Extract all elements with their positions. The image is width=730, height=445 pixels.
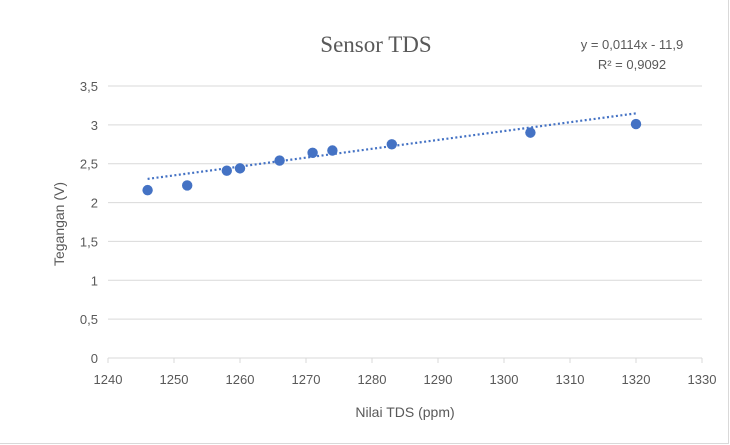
data-point	[182, 180, 193, 191]
x-tick-label: 1260	[226, 372, 255, 387]
x-tick-label: 1270	[292, 372, 321, 387]
y-tick-label: 2	[91, 196, 98, 211]
y-tick-label: 1,5	[80, 234, 98, 249]
x-tick-label: 1240	[94, 372, 123, 387]
x-tick-label: 1290	[424, 372, 453, 387]
x-tick-label: 1300	[490, 372, 519, 387]
data-point	[307, 147, 318, 159]
x-axis-ticks: 1240 1250 1260 1270 1280 1290 1300 1310 1320 1330	[94, 358, 717, 387]
data-point	[327, 145, 338, 156]
y-axis-ticks: 0 0,5 1 1,5 2 2,5 3 3,5	[80, 79, 98, 366]
data-point	[630, 118, 642, 130]
data-point	[525, 127, 536, 138]
y-tick-label: 2,5	[80, 157, 98, 172]
x-tick-label: 1280	[358, 372, 387, 387]
data-point	[274, 155, 285, 166]
data-point	[386, 139, 397, 150]
data-point	[221, 165, 232, 176]
y-axis-label: Tegangan (V)	[51, 182, 67, 266]
x-tick-label: 1310	[556, 372, 585, 387]
gridlines	[108, 85, 702, 359]
x-tick-label: 1320	[622, 372, 651, 387]
data-point	[234, 163, 246, 174]
trendline-equation: y = 0,0114x - 11,9	[581, 37, 684, 52]
y-tick-label: 3	[91, 118, 98, 133]
data-points	[142, 118, 642, 196]
x-tick-label: 1330	[688, 372, 717, 387]
y-tick-label: 1	[91, 273, 98, 288]
y-tick-label: 3,5	[80, 79, 98, 94]
data-point	[142, 184, 153, 196]
trendline-r-squared: R² = 0,9092	[598, 57, 666, 72]
x-axis-label: Nilai TDS (ppm)	[355, 404, 454, 420]
chart-title: Sensor TDS	[320, 32, 431, 57]
x-tick-label: 1250	[160, 372, 189, 387]
y-tick-label: 0	[91, 351, 98, 366]
y-tick-label: 0,5	[80, 312, 98, 327]
